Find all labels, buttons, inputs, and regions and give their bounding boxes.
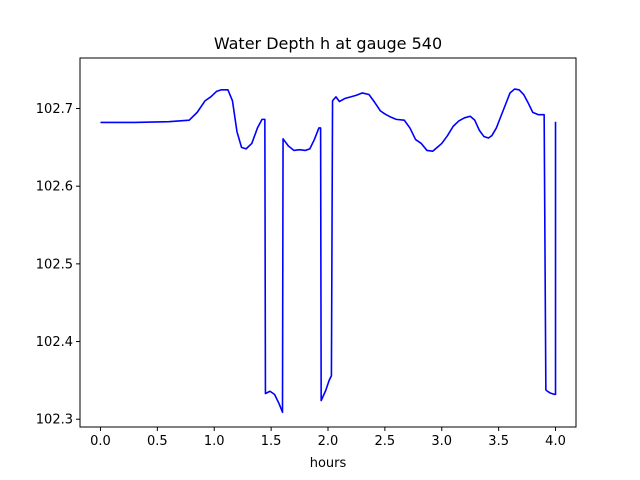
y-tick-label: 102.4 — [36, 335, 73, 350]
x-tick-label: 2.5 — [375, 434, 396, 449]
y-tick-label: 102.7 — [36, 102, 73, 117]
plot-area — [100, 88, 557, 414]
x-tick-label: 0.5 — [147, 434, 168, 449]
series-line-0 — [100, 88, 557, 414]
x-tick-label: 3.5 — [488, 434, 509, 449]
x-tick-label: 1.0 — [204, 434, 225, 449]
x-tick-label: 3.0 — [431, 434, 452, 449]
plot-frame — [79, 57, 577, 428]
y-tick-label: 102.3 — [36, 413, 73, 428]
x-tick-label: 4.0 — [545, 434, 566, 449]
x-tick-label: 0.0 — [90, 434, 111, 449]
y-tick-label: 102.6 — [36, 180, 73, 195]
y-tick-label: 102.5 — [36, 257, 73, 272]
x-tick-label: 2.0 — [318, 434, 339, 449]
x-tick-label: 1.5 — [261, 434, 282, 449]
y-axis: 102.3 102.4 102.5 102.6 102.7 — [36, 102, 80, 428]
x-axis-label: hours — [310, 456, 347, 471]
chart-title: Water Depth h at gauge 540 — [214, 34, 442, 53]
x-axis: 0.0 0.5 1.0 1.5 2.0 2.5 3.0 3.5 4.0 — [90, 427, 566, 449]
